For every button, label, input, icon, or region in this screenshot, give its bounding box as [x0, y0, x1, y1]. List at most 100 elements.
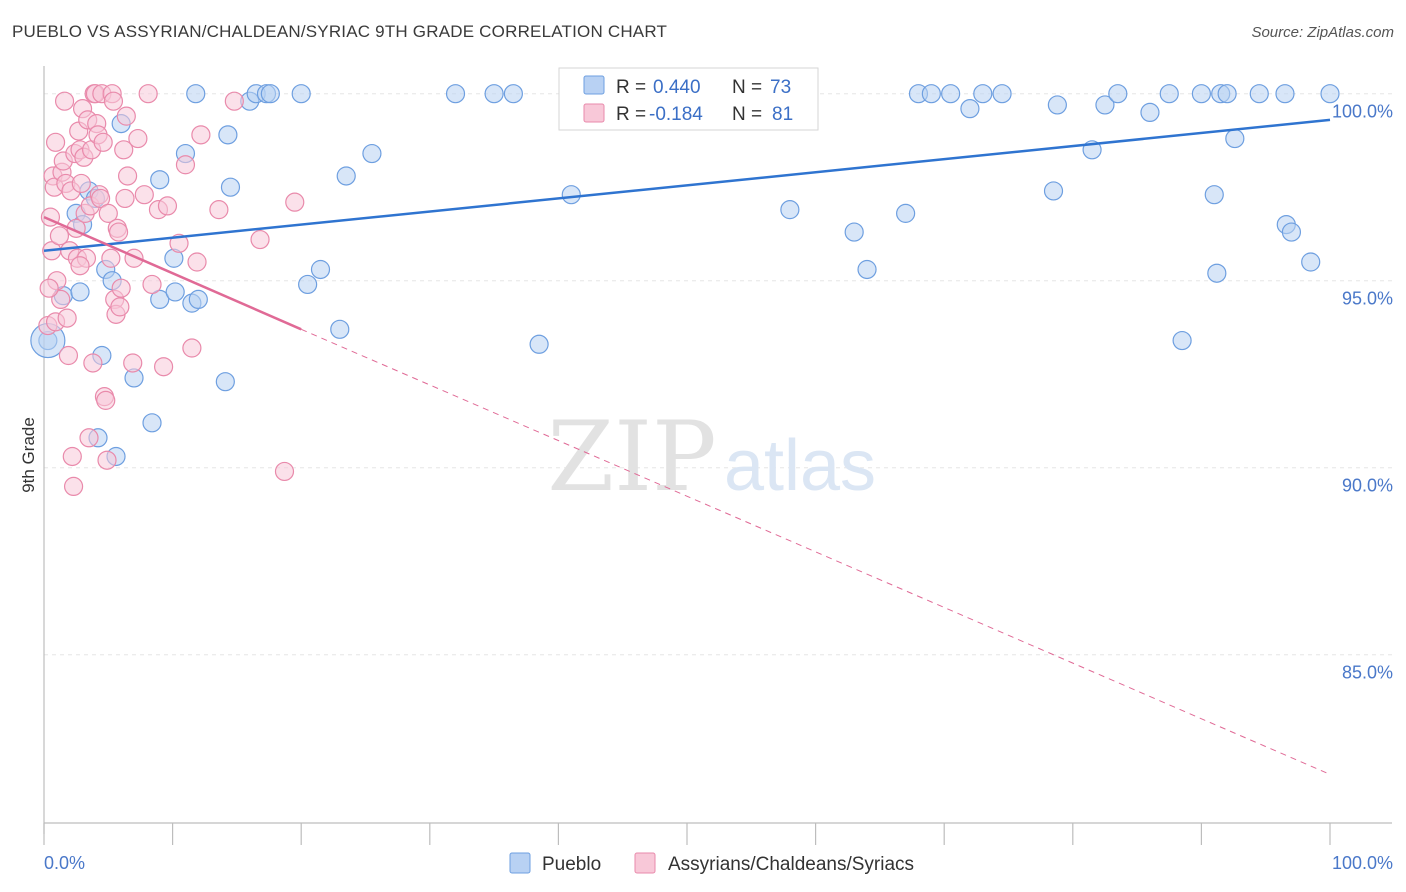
assyrian-point-52	[110, 223, 128, 241]
pueblo-point-65	[1218, 85, 1236, 103]
pueblo-point-67	[1276, 85, 1294, 103]
pueblo-point-61	[1192, 85, 1210, 103]
pueblo-point-52	[993, 85, 1011, 103]
assyrian-point-54	[112, 279, 130, 297]
legend-r-value-pueblo: 0.440	[653, 77, 701, 98]
y-tick-labels: 85.0% 90.0% 95.0% 100.0%	[1332, 102, 1393, 683]
pueblo-point-4	[71, 283, 89, 301]
pueblo-point-23	[219, 126, 237, 144]
y-tick-label-0: 85.0%	[1342, 663, 1393, 683]
assyrian-point-43	[97, 391, 115, 409]
assyrian-point-33	[84, 354, 102, 372]
pueblo-point-14	[143, 414, 161, 432]
pueblo-point-70	[1282, 223, 1300, 241]
pueblo-point-24	[221, 178, 239, 196]
watermark-zip: ZIP	[547, 401, 716, 513]
pueblo-point-37	[485, 85, 503, 103]
pueblo-point-57	[1109, 85, 1127, 103]
x-tick-label-max: 100.0%	[1332, 853, 1393, 873]
pueblo-point-18	[166, 283, 184, 301]
pueblo-point-51	[974, 85, 992, 103]
assyrian-point-48	[104, 92, 122, 110]
pueblo-point-15	[151, 171, 169, 189]
pueblo-point-49	[942, 85, 960, 103]
pueblo-point-59	[1160, 85, 1178, 103]
legend-n-value-assyrian: 81	[772, 104, 793, 125]
pueblo-point-32	[311, 260, 329, 278]
pueblo-point-71	[1302, 253, 1320, 271]
pueblo-point-45	[858, 260, 876, 278]
watermark-atlas: atlas	[724, 426, 876, 506]
assyrian-trend-extension	[301, 329, 1330, 774]
assyrian-point-78	[71, 257, 89, 275]
bottom-legend-swatch-assyrian	[635, 853, 655, 873]
pueblo-point-53	[1045, 182, 1063, 200]
legend-swatch-assyrian	[584, 104, 604, 122]
scatter-plot: ZIP atlas 85.0% 90.0% 95.0% 100.0% 0.0% 100.…	[0, 0, 1406, 892]
pueblo-point-31	[299, 275, 317, 293]
assyrian-point-13	[58, 309, 76, 327]
assyrian-point-58	[124, 354, 142, 372]
pueblo-point-25	[216, 373, 234, 391]
pueblo-point-48	[922, 85, 940, 103]
assyrian-point-67	[176, 156, 194, 174]
pueblo-point-21	[189, 290, 207, 308]
assyrian-point-75	[139, 85, 157, 103]
pueblo-point-54	[1048, 96, 1066, 114]
x-tick-label-min: 0.0%	[44, 853, 85, 873]
pueblo-point-43	[781, 201, 799, 219]
pueblo-point-39	[530, 335, 548, 353]
assyrian-point-70	[192, 126, 210, 144]
pueblo-point-33	[331, 320, 349, 338]
assyrian-point-17	[63, 447, 81, 465]
assyrian-point-11	[56, 92, 74, 110]
assyrian-point-60	[129, 130, 147, 148]
bottom-legend-label-assyrian: Assyrians/Chaldeans/Syriacs	[668, 854, 914, 875]
assyrian-point-30	[80, 429, 98, 447]
bottom-legend-swatch-pueblo	[510, 853, 530, 873]
pueblo-point-38	[504, 85, 522, 103]
pueblo-point-62	[1205, 186, 1223, 204]
bottom-legend: Pueblo Assyrians/Chaldeans/Syriacs	[510, 853, 914, 875]
y-tick-label-1: 90.0%	[1342, 476, 1393, 496]
pueblo-point-68	[1250, 85, 1268, 103]
pueblo-point-22	[187, 85, 205, 103]
pueblo-point-34	[337, 167, 355, 185]
pueblo-point-58	[1141, 103, 1159, 121]
assyrian-point-69	[188, 253, 206, 271]
pueblo-point-50	[961, 100, 979, 118]
pueblo-point-66	[1226, 130, 1244, 148]
assyrian-point-73	[210, 201, 228, 219]
assyrian-point-65	[158, 197, 176, 215]
assyrian-point-61	[135, 186, 153, 204]
assyrian-point-71	[275, 462, 293, 480]
pueblo-point-60	[1173, 332, 1191, 350]
assyrian-point-18	[65, 477, 83, 495]
legend-r-label-pueblo: R =	[616, 77, 646, 98]
legend-r-label-assyrian: R =	[616, 104, 646, 125]
pueblo-point-63	[1208, 264, 1226, 282]
pueblo-point-44	[845, 223, 863, 241]
assyrian-point-56	[116, 189, 134, 207]
legend-swatch-pueblo	[584, 76, 604, 94]
y-tick-label-2: 95.0%	[1342, 289, 1393, 309]
pueblo-point-40	[562, 186, 580, 204]
pueblo-point-30	[292, 85, 310, 103]
assyrian-point-80	[251, 231, 269, 249]
assyrian-point-74	[117, 107, 135, 125]
assyrian-point-46	[102, 249, 120, 267]
assyrian-point-53	[111, 298, 129, 316]
assyrian-point-24	[72, 174, 90, 192]
assyrian-point-79	[225, 92, 243, 110]
pueblo-point-29	[261, 85, 279, 103]
legend-r-value-assyrian: -0.184	[649, 104, 703, 125]
legend-n-value-pueblo: 73	[770, 77, 791, 98]
y-tick-label-3: 100.0%	[1332, 102, 1393, 122]
y-axis-label: 9th Grade	[19, 417, 38, 493]
assyrian-point-72	[286, 193, 304, 211]
bottom-legend-label-pueblo: Pueblo	[542, 854, 601, 875]
pueblo-point-46	[897, 204, 915, 222]
assyrian-point-41	[94, 133, 112, 151]
assyrian-point-44	[98, 451, 116, 469]
assyrian-point-64	[155, 358, 173, 376]
